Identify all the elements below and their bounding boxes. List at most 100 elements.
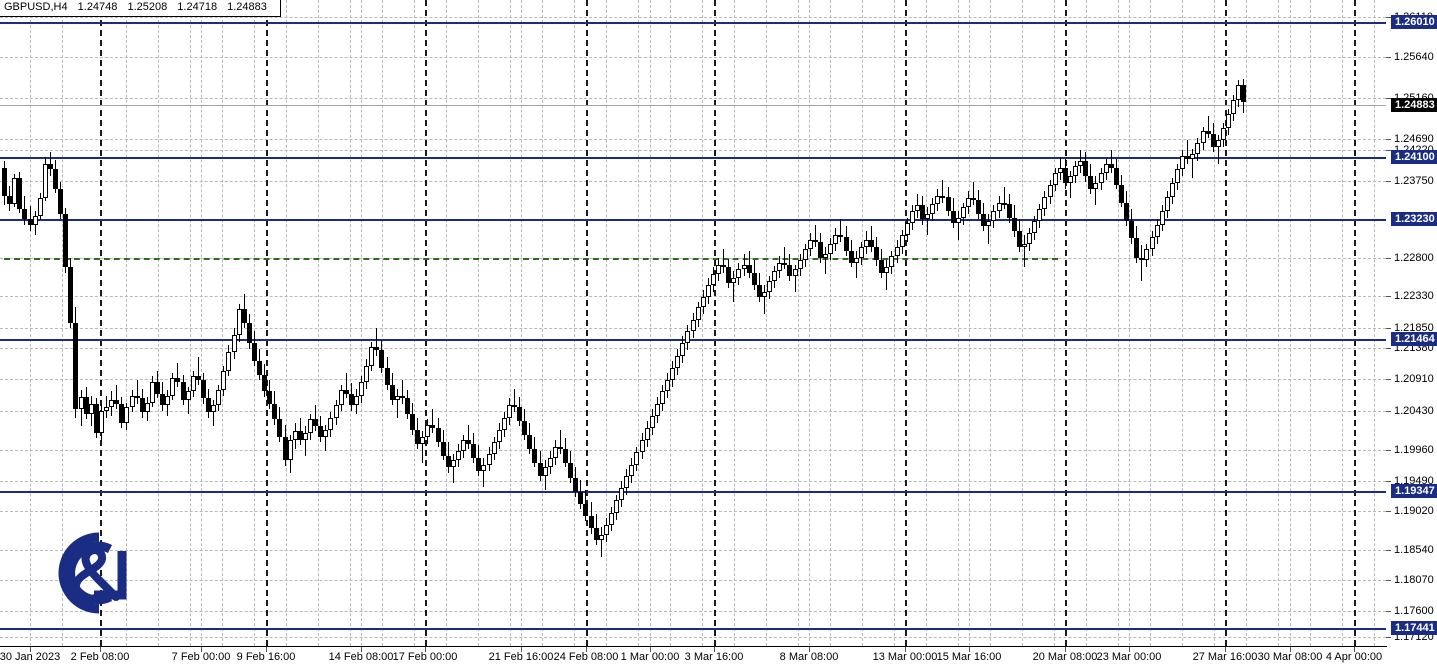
support-119347[interactable] — [0, 491, 1386, 493]
candlestick — [700, 0, 706, 646]
candlestick — [139, 0, 145, 646]
candlestick — [858, 0, 864, 646]
candlestick — [302, 0, 308, 646]
gridline-vertical-minor — [1022, 0, 1023, 646]
candlestick — [68, 0, 74, 646]
candle-body-bearish — [1006, 203, 1012, 218]
candle-wick — [422, 431, 424, 463]
price-tick-label: 1.20910 — [1394, 373, 1434, 385]
candlestick — [22, 0, 28, 646]
time-tick-label: 4 Apr 00:00 — [1325, 651, 1383, 663]
candlestick — [282, 0, 288, 646]
price-tick — [1386, 150, 1391, 151]
candle-body-bullish — [425, 424, 431, 437]
candlestick — [1241, 0, 1247, 646]
candlestick — [267, 0, 273, 646]
resistance-124100[interactable] — [0, 157, 1386, 159]
candlestick — [461, 0, 466, 646]
candlestick — [965, 0, 971, 646]
candle-body-bullish — [450, 460, 456, 468]
candlestick — [1108, 0, 1114, 646]
price-axis[interactable]: 1.261101.256401.251601.246901.242201.237… — [1386, 0, 1437, 646]
price-tick-label: 1.18070 — [1394, 574, 1434, 586]
candle-wick — [784, 246, 786, 270]
candle-body-bearish — [726, 267, 732, 284]
time-tick — [905, 647, 906, 652]
candle-body-bearish — [267, 391, 273, 404]
candlestick — [435, 0, 441, 646]
candle-body-bearish — [119, 403, 125, 424]
candlestick — [491, 0, 497, 646]
candlestick — [364, 0, 370, 646]
gridline-vertical-minor — [318, 0, 319, 646]
price-tick — [1386, 379, 1391, 380]
candlestick — [1180, 0, 1186, 646]
candle-body-bearish — [241, 308, 247, 323]
candlestick — [996, 0, 1002, 646]
candlestick — [1103, 0, 1109, 646]
candlestick — [37, 0, 43, 646]
candle-body-bullish — [32, 216, 38, 225]
chart-plot-area[interactable] — [0, 0, 1387, 647]
resistance-123230[interactable] — [0, 219, 1386, 221]
candle-body-bearish — [950, 210, 956, 224]
candlestick — [920, 0, 925, 646]
candlestick — [710, 0, 716, 646]
ohlc-close-value: 1.24883 — [227, 1, 267, 13]
gridline-vertical-minor — [1118, 0, 1119, 646]
candle-body-bullish — [1093, 183, 1099, 189]
candlestick — [1088, 0, 1094, 646]
gridline-vertical-minor — [862, 0, 863, 646]
time-tick-label: 27 Mar 16:00 — [1192, 651, 1258, 663]
candle-body-bullish — [665, 379, 670, 392]
price-tick — [1386, 139, 1391, 140]
candle-body-bullish — [710, 274, 716, 286]
candle-body-bullish — [1078, 161, 1084, 166]
resistance-126010[interactable] — [0, 22, 1386, 24]
candlestick — [833, 0, 839, 646]
candlestick — [7, 0, 13, 646]
support-121464[interactable] — [0, 339, 1386, 341]
candlestick — [695, 0, 701, 646]
candlestick — [1185, 0, 1191, 646]
support-117441[interactable] — [0, 628, 1386, 630]
candlestick — [1073, 0, 1078, 646]
candlestick — [1124, 0, 1129, 646]
candle-wick — [401, 379, 403, 404]
candlestick — [88, 0, 94, 646]
candlestick — [741, 0, 747, 646]
candlestick — [547, 0, 553, 646]
candlestick — [925, 0, 931, 646]
candle-body-bearish — [399, 395, 405, 399]
gridline-horizontal — [0, 611, 1386, 612]
candlestick — [670, 0, 676, 646]
candlestick — [899, 0, 905, 646]
candle-body-bullish — [598, 534, 604, 541]
candle-body-bullish — [1200, 131, 1206, 144]
gridline-vertical — [30, 0, 31, 646]
candle-wick — [1217, 134, 1219, 164]
candle-body-bullish — [960, 207, 966, 218]
candle-body-bearish — [195, 376, 201, 380]
candle-body-bullish — [996, 202, 1002, 211]
price-tick-label: 1.24690 — [1394, 133, 1434, 145]
price-tick-label: 1.21850 — [1394, 322, 1434, 334]
candlestick — [348, 0, 354, 646]
candle-body-bullish — [88, 403, 94, 415]
candle-body-bearish — [874, 246, 880, 261]
candlestick — [935, 0, 941, 646]
candle-body-bearish — [1185, 155, 1191, 160]
candle-body-bearish — [787, 264, 793, 277]
gridline-vertical-minor — [222, 0, 223, 646]
candle-body-bearish — [63, 214, 69, 268]
candle-body-bearish — [93, 403, 99, 433]
candlestick — [649, 0, 655, 646]
candlestick — [828, 0, 834, 646]
candlestick — [119, 0, 125, 646]
time-axis[interactable]: 30 Jan 2023 2 Feb 08:00 7 Feb 00:00 9 Feb 1… — [0, 647, 1437, 670]
candle-body-bullish — [965, 198, 971, 208]
candle-body-bullish — [221, 370, 227, 391]
price-tick-label: 1.23750 — [1394, 175, 1434, 187]
gridline-horizontal — [0, 550, 1386, 551]
candlestick — [506, 0, 512, 646]
